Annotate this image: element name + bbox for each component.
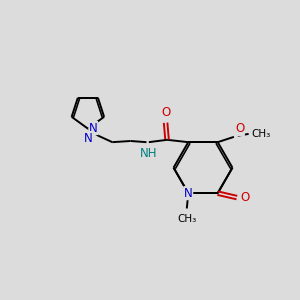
Text: O: O [235,122,244,135]
Text: N: N [89,122,98,134]
Text: N: N [184,187,193,200]
Text: CH₃: CH₃ [251,129,270,139]
Text: N: N [83,132,92,145]
Text: O: O [161,106,170,118]
Text: NH: NH [140,148,157,160]
Text: CH₃: CH₃ [177,214,196,224]
Text: O: O [240,191,250,204]
